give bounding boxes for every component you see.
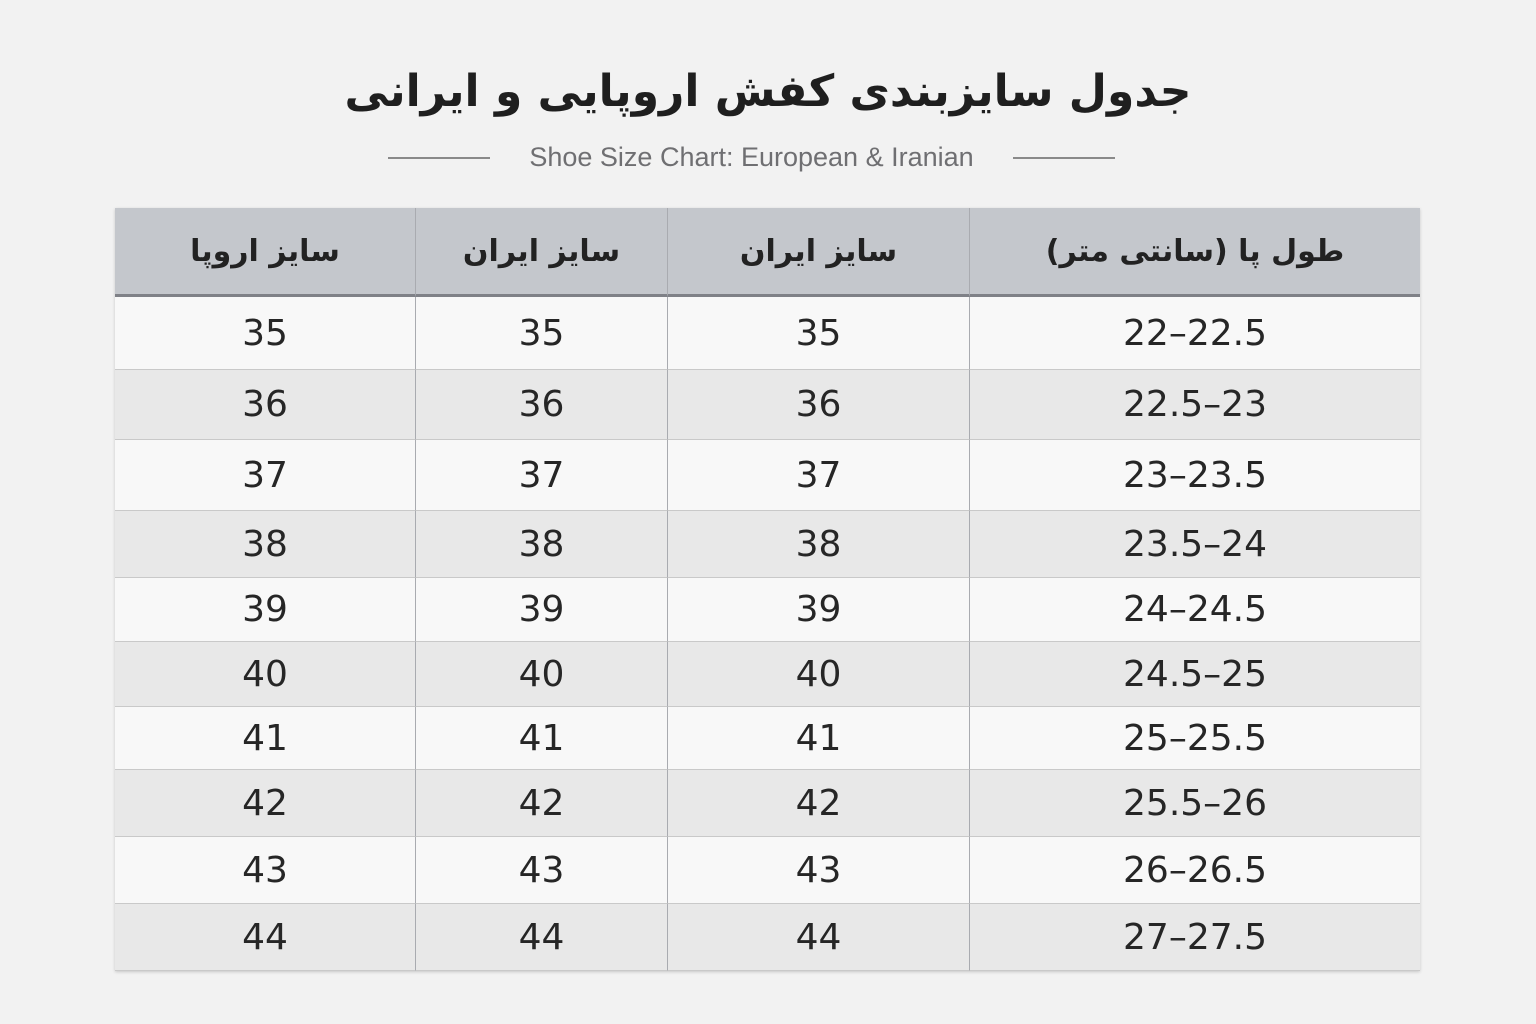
cell-europe-size: 43 (115, 837, 415, 904)
size-table: طول پا (سانتی متر) سایز ایران سایز ایران… (115, 208, 1420, 971)
header-foot-length: طول پا (سانتی متر) (969, 208, 1420, 297)
cell-iran-size: 43 (667, 837, 969, 904)
cell-iran-size: 35 (667, 297, 969, 370)
cell-iran-size: 40 (415, 642, 667, 707)
cell-foot-length: 25–25.5 (969, 707, 1420, 770)
cell-europe-size: 42 (115, 770, 415, 837)
cell-iran-size: 42 (667, 770, 969, 837)
page-title: جدول سایزبندی کفش اروپایی و ایرانی (344, 66, 1192, 117)
cell-iran-size: 43 (415, 837, 667, 904)
cell-iran-size: 39 (667, 578, 969, 642)
cell-europe-size: 39 (115, 578, 415, 642)
cell-foot-length: 25.5–26 (969, 770, 1420, 837)
cell-europe-size: 36 (115, 370, 415, 440)
divider-right (1013, 156, 1115, 159)
cell-foot-length: 24–24.5 (969, 578, 1420, 642)
cell-iran-size: 37 (667, 440, 969, 511)
header-iran-size: سایز ایران (415, 208, 667, 297)
cell-foot-length: 27–27.5 (969, 904, 1420, 971)
cell-europe-size: 41 (115, 707, 415, 770)
cell-iran-size: 38 (415, 511, 667, 578)
cell-iran-size: 35 (415, 297, 667, 370)
cell-foot-length: 26–26.5 (969, 837, 1420, 904)
cell-iran-size: 39 (415, 578, 667, 642)
subtitle-row: Shoe Size Chart: European & Iranian (388, 142, 1115, 173)
cell-iran-size: 42 (415, 770, 667, 837)
cell-foot-length: 22–22.5 (969, 297, 1420, 370)
cell-iran-size: 37 (415, 440, 667, 511)
cell-iran-size: 41 (415, 707, 667, 770)
subtitle: Shoe Size Chart: European & Iranian (529, 142, 974, 172)
cell-europe-size: 40 (115, 642, 415, 707)
cell-foot-length: 24.5–25 (969, 642, 1420, 707)
cell-foot-length: 23.5–24 (969, 511, 1420, 578)
cell-europe-size: 37 (115, 440, 415, 511)
cell-iran-size: 40 (667, 642, 969, 707)
header-europe-size: سایز اروپا (115, 208, 415, 297)
cell-iran-size: 41 (667, 707, 969, 770)
cell-iran-size: 44 (667, 904, 969, 971)
header-iran-size: سایز ایران (667, 208, 969, 297)
cell-europe-size: 35 (115, 297, 415, 370)
cell-iran-size: 36 (415, 370, 667, 440)
cell-iran-size: 36 (667, 370, 969, 440)
cell-iran-size: 44 (415, 904, 667, 971)
cell-foot-length: 22.5–23 (969, 370, 1420, 440)
cell-foot-length: 23–23.5 (969, 440, 1420, 511)
cell-europe-size: 44 (115, 904, 415, 971)
cell-iran-size: 38 (667, 511, 969, 578)
divider-left (388, 156, 490, 159)
cell-europe-size: 38 (115, 511, 415, 578)
